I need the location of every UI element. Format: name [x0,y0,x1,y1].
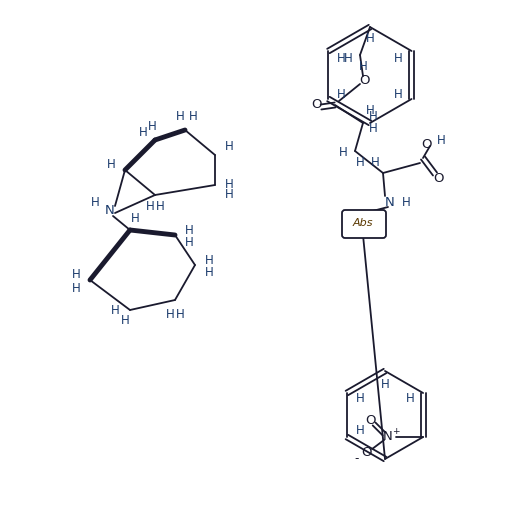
Text: O: O [422,137,432,150]
Text: H: H [366,32,375,45]
Text: -: - [354,452,358,466]
Text: H: H [366,105,375,118]
Text: H: H [359,61,367,74]
Text: H: H [146,200,154,214]
Text: H: H [204,254,214,267]
Text: H: H [343,52,353,65]
Text: H: H [356,392,364,406]
Text: H: H [406,392,414,406]
Text: O: O [312,98,322,112]
FancyBboxPatch shape [342,210,386,238]
Text: H: H [225,188,234,201]
Text: H: H [368,123,378,135]
Text: H: H [107,159,115,172]
Text: H: H [176,110,184,123]
Text: H: H [394,87,403,100]
Text: N: N [383,430,393,443]
Text: H: H [148,120,156,132]
Text: O: O [360,74,370,86]
Text: H: H [356,425,364,437]
Text: H: H [121,314,129,327]
Text: H: H [339,146,347,160]
Text: H: H [72,269,80,281]
Text: H: H [368,111,378,124]
Text: H: H [110,304,120,317]
Text: H: H [337,53,346,66]
Text: H: H [184,224,193,236]
Text: H: H [356,157,364,170]
Text: Abs: Abs [353,218,373,228]
Text: O: O [365,415,376,428]
Text: N: N [105,204,115,217]
Text: H: H [337,87,346,100]
Text: H: H [156,200,165,214]
Text: H: H [381,378,389,390]
Text: H: H [225,178,234,191]
Text: O: O [434,172,444,184]
Text: H: H [394,53,403,66]
Text: H: H [176,308,184,321]
Text: N: N [385,196,395,210]
Text: H: H [166,308,174,321]
Text: H: H [189,110,197,123]
Text: O: O [361,446,371,460]
Text: H: H [138,126,147,138]
Text: H: H [225,140,234,154]
Text: H: H [90,195,99,209]
Text: H: H [204,267,214,279]
Text: H: H [131,212,140,225]
Text: H: H [370,157,379,170]
Text: H: H [72,281,80,294]
Text: H: H [184,236,193,249]
Text: H: H [402,196,410,210]
Text: H: H [436,133,446,146]
Text: +: + [392,427,400,435]
